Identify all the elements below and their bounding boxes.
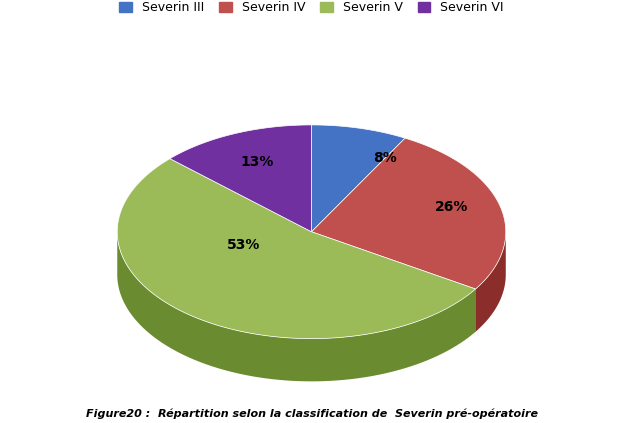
Polygon shape <box>170 125 312 232</box>
Legend: Severin III, Severin IV, Severin V, Severin VI: Severin III, Severin IV, Severin V, Seve… <box>115 0 508 19</box>
Text: 26%: 26% <box>435 200 468 214</box>
Polygon shape <box>117 159 475 339</box>
Polygon shape <box>312 232 475 332</box>
Text: 53%: 53% <box>227 239 260 253</box>
Polygon shape <box>475 232 506 332</box>
Polygon shape <box>312 232 475 332</box>
Polygon shape <box>312 125 405 232</box>
Text: Figure20 :  Répartition selon la classification de  Severin pré-opératoire: Figure20 : Répartition selon la classifi… <box>85 408 538 419</box>
Polygon shape <box>312 138 506 289</box>
Polygon shape <box>117 234 475 382</box>
Text: 8%: 8% <box>373 151 397 165</box>
Text: 13%: 13% <box>240 155 273 169</box>
